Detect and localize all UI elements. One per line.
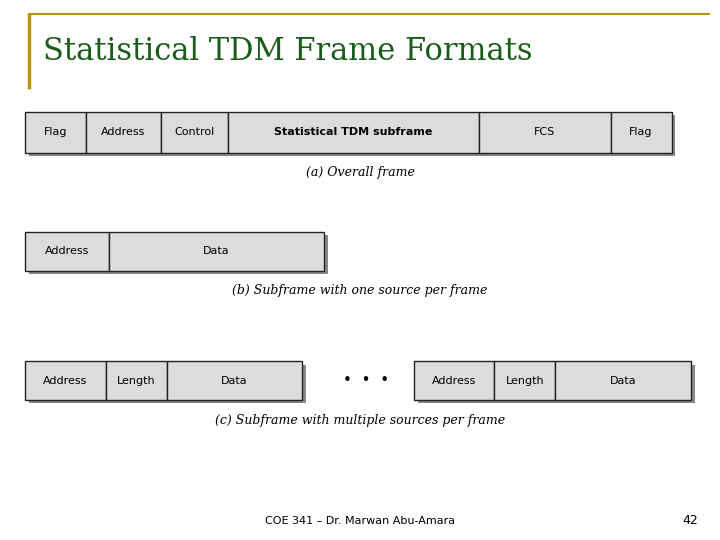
Bar: [29, 235, 112, 274]
Text: Statistical TDM Frame Formats: Statistical TDM Frame Formats: [43, 36, 533, 67]
Text: COE 341 – Dr. Marwan Abu-Amara: COE 341 – Dr. Marwan Abu-Amara: [265, 516, 455, 526]
Bar: [228, 112, 479, 152]
Text: Address: Address: [432, 376, 477, 386]
Text: (c) Subframe with multiple sources per frame: (c) Subframe with multiple sources per f…: [215, 414, 505, 427]
Text: Address: Address: [45, 246, 89, 256]
Text: •  •  •: • • •: [343, 373, 389, 388]
Text: Data: Data: [203, 246, 230, 256]
Bar: [25, 232, 109, 271]
Bar: [29, 115, 90, 156]
Bar: [166, 361, 302, 400]
Bar: [109, 364, 170, 403]
Bar: [611, 112, 672, 152]
Bar: [482, 115, 614, 156]
Text: (a) Overall frame: (a) Overall frame: [305, 166, 415, 179]
Text: Address: Address: [43, 376, 88, 386]
Bar: [614, 115, 675, 156]
Bar: [164, 115, 232, 156]
Bar: [109, 232, 324, 271]
Bar: [498, 364, 559, 403]
Text: (b) Subframe with one source per frame: (b) Subframe with one source per frame: [233, 284, 487, 297]
Bar: [414, 361, 495, 400]
Text: Flag: Flag: [44, 127, 68, 137]
Text: Length: Length: [117, 376, 156, 386]
Bar: [555, 361, 691, 400]
Bar: [112, 235, 328, 274]
Text: Control: Control: [174, 127, 215, 137]
Bar: [559, 364, 695, 403]
Text: Length: Length: [505, 376, 544, 386]
Text: Flag: Flag: [629, 127, 653, 137]
Text: FCS: FCS: [534, 127, 555, 137]
Text: Statistical TDM subframe: Statistical TDM subframe: [274, 127, 433, 137]
Text: 42: 42: [683, 514, 698, 526]
Bar: [161, 112, 228, 152]
Bar: [418, 364, 498, 403]
Bar: [495, 361, 555, 400]
Bar: [86, 112, 161, 152]
Bar: [25, 361, 106, 400]
Bar: [170, 364, 306, 403]
Bar: [479, 112, 611, 152]
Bar: [29, 364, 109, 403]
Bar: [106, 361, 166, 400]
Text: Address: Address: [101, 127, 145, 137]
Bar: [25, 112, 86, 152]
Bar: [90, 115, 164, 156]
Bar: [232, 115, 482, 156]
Text: Data: Data: [610, 376, 636, 386]
Text: Data: Data: [221, 376, 248, 386]
